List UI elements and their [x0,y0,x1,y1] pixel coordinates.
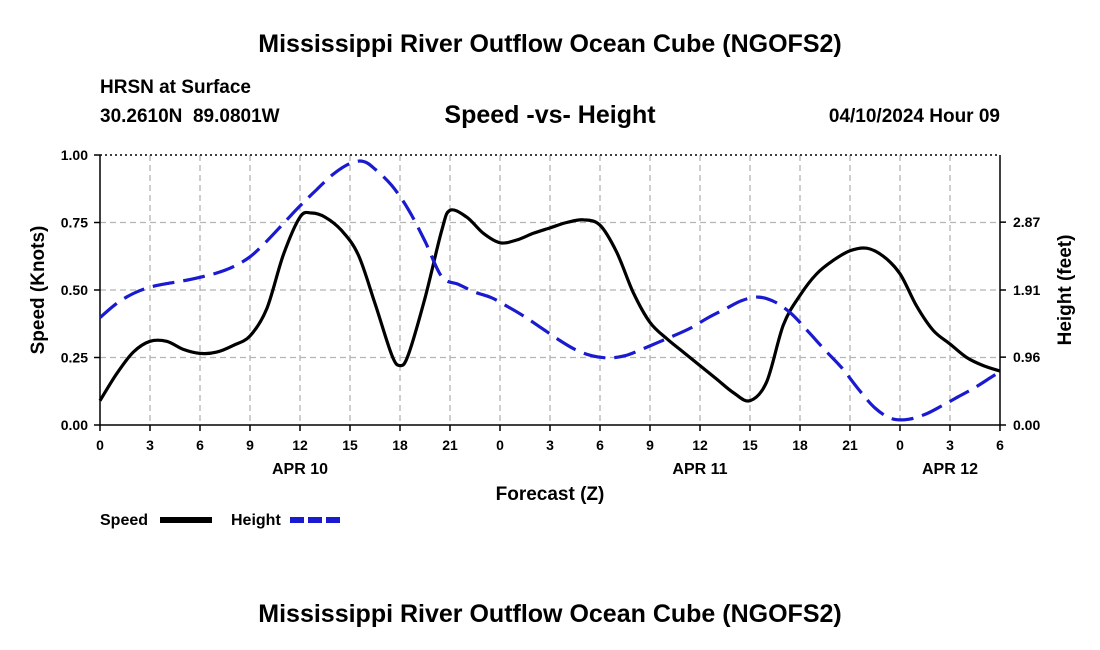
y2-tick-label: 0.00 [1013,417,1040,433]
y2-tick-label: 0.96 [1013,349,1040,365]
x-tick-label: 0 [96,437,104,453]
legend-height-label: Height [231,512,281,529]
x-tick-label: 6 [196,437,204,453]
x-tick-label: 6 [996,437,1004,453]
x-tick-label: 15 [342,437,358,453]
chart-subtitle: Speed -vs- Height [444,101,656,129]
x-tick-label: 3 [946,437,954,453]
x-tick-label: 9 [246,437,254,453]
x-axis-label: Forecast (Z) [496,484,605,505]
x-tick-label: 3 [146,437,154,453]
x-tick-label: 18 [792,437,808,453]
x-tick-label: 21 [842,437,858,453]
footer-title: Mississippi River Outflow Ocean Cube (NG… [258,600,842,628]
x-tick-label: 0 [496,437,504,453]
x-tick-label: 12 [692,437,708,453]
station-coords: 30.2610N 89.0801W [100,106,280,127]
y-tick-label: 0.75 [61,215,88,231]
y2-tick-label: 1.91 [1013,282,1040,298]
date-label: APR 12 [922,461,978,478]
x-tick-label: 15 [742,437,758,453]
x-tick-label: 6 [596,437,604,453]
height-series-line [98,159,1001,422]
y2-axis-label: Height (feet) [1055,235,1076,346]
x-tick-label: 12 [292,437,308,453]
y-tick-label: 1.00 [61,147,88,163]
y-tick-label: 0.50 [61,282,88,298]
x-tick-label: 18 [392,437,408,453]
forecast-timestamp: 04/10/2024 Hour 09 [828,106,1000,127]
y2-tick-label: 2.87 [1013,214,1040,230]
date-label: APR 10 [272,461,328,478]
station-label: HRSN at Surface [100,77,251,98]
y-tick-label: 0.00 [61,417,88,433]
page-title: Mississippi River Outflow Ocean Cube (NG… [258,30,842,58]
x-tick-label: 0 [896,437,904,453]
x-tick-label: 3 [546,437,554,453]
legend-speed-label: Speed [100,512,148,529]
speed-series-line [98,208,1001,403]
y-tick-label: 0.25 [61,350,88,366]
x-tick-label: 21 [442,437,458,453]
date-label: APR 11 [672,461,727,478]
x-tick-label: 9 [646,437,654,453]
y-axis-label: Speed (Knots) [28,226,49,355]
